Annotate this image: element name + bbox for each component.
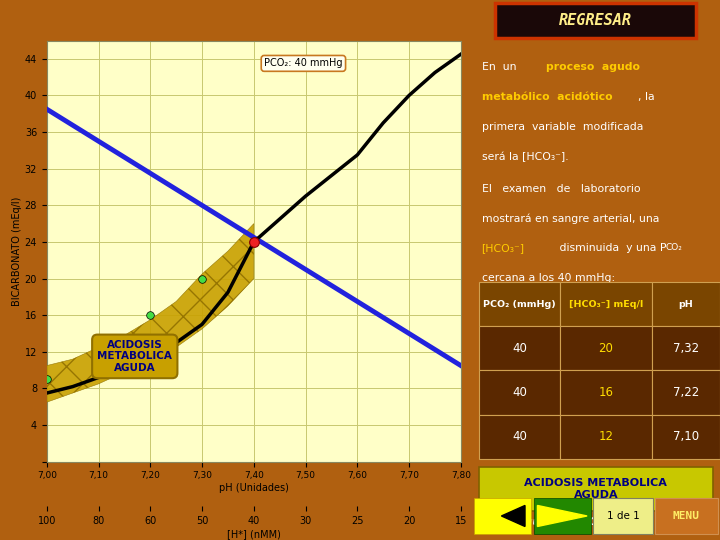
Polygon shape xyxy=(537,505,587,526)
Text: 1 de 1: 1 de 1 xyxy=(607,511,639,521)
Text: 7,32: 7,32 xyxy=(672,342,699,355)
Text: 40: 40 xyxy=(512,430,527,443)
Bar xyxy=(559,326,652,370)
Text: cercana a los 40 mmHg:: cercana a los 40 mmHg: xyxy=(482,273,615,283)
Bar xyxy=(652,370,720,415)
Text: (ver: (ver xyxy=(482,517,505,527)
Bar xyxy=(479,326,559,370)
Text: disminuida  y una P: disminuida y una P xyxy=(556,243,667,253)
Text: 16: 16 xyxy=(598,386,613,399)
Text: ACIDOSIS
METABOLICA
AGUDA: ACIDOSIS METABOLICA AGUDA xyxy=(97,340,172,373)
Bar xyxy=(479,282,559,326)
Bar xyxy=(534,498,591,534)
Bar xyxy=(655,498,718,534)
Bar xyxy=(652,326,720,370)
Text: en: en xyxy=(660,517,677,527)
Text: , la: , la xyxy=(638,92,654,102)
Text: 20: 20 xyxy=(598,342,613,355)
Text: 12: 12 xyxy=(598,430,613,443)
Text: PCO₂: 40 mmHg: PCO₂: 40 mmHg xyxy=(264,58,343,69)
Text: REGRESAR: REGRESAR xyxy=(559,13,632,28)
Bar xyxy=(559,415,652,459)
Text: En  un: En un xyxy=(482,62,523,72)
Bar xyxy=(474,498,531,534)
Text: El   examen   de   laboratorio: El examen de laboratorio xyxy=(482,184,640,194)
Text: proceso  agudo: proceso agudo xyxy=(546,62,640,72)
Bar xyxy=(652,282,720,326)
Text: pH: pH xyxy=(678,300,693,308)
Bar xyxy=(559,370,652,415)
Text: MENU: MENU xyxy=(673,511,700,521)
Text: CO₂: CO₂ xyxy=(665,243,683,252)
Y-axis label: BICARBONATO (mEq/l): BICARBONATO (mEq/l) xyxy=(12,197,22,306)
Polygon shape xyxy=(501,505,525,526)
Text: 7,22: 7,22 xyxy=(672,386,699,399)
FancyBboxPatch shape xyxy=(495,3,696,38)
Text: PCO₂ (mmHg): PCO₂ (mmHg) xyxy=(483,300,556,308)
Text: metabólico  acidótico: metabólico acidótico xyxy=(482,92,612,102)
Text: [HCO₃⁻]: [HCO₃⁻] xyxy=(482,243,525,253)
Text: Líquidos del Organismo: Líquidos del Organismo xyxy=(515,517,652,527)
Bar xyxy=(479,370,559,415)
X-axis label: pH (Unidades): pH (Unidades) xyxy=(219,483,289,493)
X-axis label: [H*] (nMM): [H*] (nMM) xyxy=(227,529,281,538)
Text: 40: 40 xyxy=(512,386,527,399)
Text: ACIDOSIS METABOLICA
AGUDA: ACIDOSIS METABOLICA AGUDA xyxy=(524,478,667,500)
Text: primera  variable  modificada: primera variable modificada xyxy=(482,122,643,132)
Bar xyxy=(593,498,653,534)
Text: 7,10: 7,10 xyxy=(672,430,699,443)
Bar xyxy=(559,282,652,326)
Bar xyxy=(479,467,713,511)
Text: 40: 40 xyxy=(512,342,527,355)
Text: mostrará en sangre arterial, una: mostrará en sangre arterial, una xyxy=(482,213,659,224)
Text: será la [HCO₃⁻].: será la [HCO₃⁻]. xyxy=(482,151,568,161)
Bar xyxy=(479,415,559,459)
Bar xyxy=(652,415,720,459)
Text: [HCO₃⁻] mEq/l: [HCO₃⁻] mEq/l xyxy=(569,300,643,308)
